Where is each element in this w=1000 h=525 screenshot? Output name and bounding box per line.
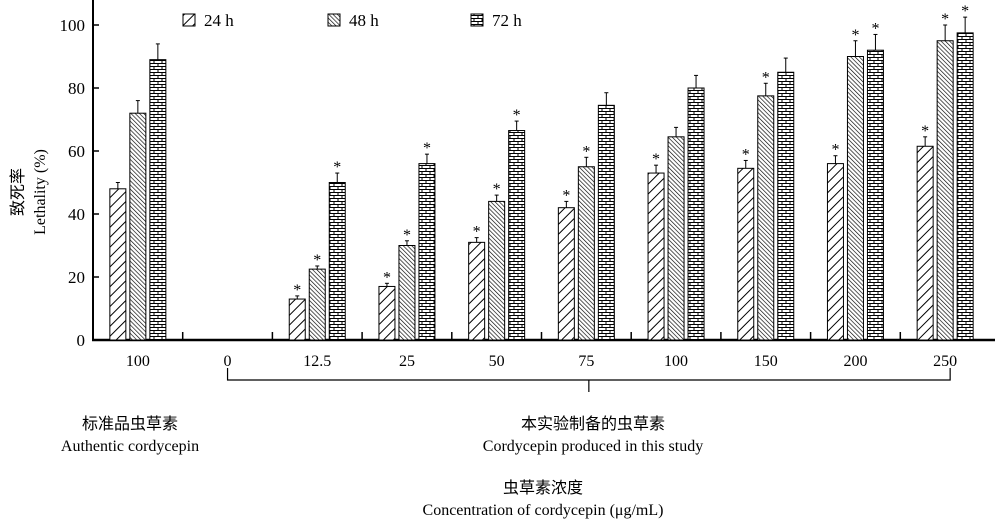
x-tick-label: 25 bbox=[399, 353, 415, 370]
y-tick-label: 20 bbox=[68, 268, 85, 287]
legend-label-1: 48 h bbox=[349, 11, 379, 30]
x-tick-label: 100 bbox=[664, 353, 688, 370]
bar-72h-75 bbox=[597, 104, 615, 341]
significance-marker: * bbox=[562, 187, 570, 204]
group-label-authentic: 标准品虫草素 Authentic cordycepin bbox=[20, 414, 240, 458]
bar-24h-250 bbox=[916, 145, 934, 341]
bar-72h-250 bbox=[956, 32, 974, 341]
x-tick-label: 12.5 bbox=[303, 353, 331, 370]
bar-24h-200 bbox=[826, 163, 844, 341]
significance-marker: * bbox=[582, 143, 590, 160]
y-tick-label: 80 bbox=[68, 79, 85, 98]
bar-24h-150 bbox=[737, 167, 755, 341]
significance-marker: * bbox=[742, 146, 750, 163]
y-tick-label: 100 bbox=[60, 16, 86, 35]
group-label-produced-cn: 本实验制备的虫草素 bbox=[520, 416, 665, 433]
x-axis-label: 虫草素浓度 Concentration of cordycepin (μg/mL… bbox=[393, 478, 693, 522]
legend-swatch-2 bbox=[470, 13, 484, 27]
legend-swatch-1 bbox=[327, 13, 341, 27]
significance-marker: * bbox=[961, 3, 969, 20]
bar-72h-200 bbox=[866, 49, 884, 341]
bar-24h-100 bbox=[647, 172, 665, 341]
significance-marker: * bbox=[473, 224, 481, 241]
significance-marker: * bbox=[403, 227, 411, 244]
significance-marker: * bbox=[851, 27, 859, 44]
significance-marker: * bbox=[762, 69, 770, 86]
bar-24h-75 bbox=[557, 207, 575, 341]
significance-marker: * bbox=[493, 181, 501, 198]
significance-marker: * bbox=[423, 140, 431, 157]
x-tick-label: 250 bbox=[933, 353, 957, 370]
bar-24h-12.5 bbox=[288, 298, 306, 341]
y-tick-label: 0 bbox=[77, 331, 86, 350]
bar-48h-12.5 bbox=[308, 268, 326, 341]
bar-48h-75 bbox=[577, 166, 595, 341]
x-tick-label: 0 bbox=[224, 353, 232, 370]
significance-marker: * bbox=[652, 151, 660, 168]
significance-marker: * bbox=[831, 142, 839, 159]
x-tick-label: 50 bbox=[489, 353, 505, 370]
group-label-produced: 本实验制备的虫草素 Cordycepin produced in this st… bbox=[443, 414, 743, 458]
bar-48h-250 bbox=[936, 40, 954, 341]
bar-72h-150 bbox=[777, 71, 795, 341]
bar-48h-200 bbox=[846, 56, 864, 341]
bar-24h-25 bbox=[378, 285, 396, 341]
bar-72h-50 bbox=[508, 130, 526, 341]
significance-marker: * bbox=[941, 11, 949, 28]
group-label-authentic-cn: 标准品虫草素 bbox=[81, 416, 178, 433]
significance-marker: * bbox=[293, 282, 301, 299]
bar-48h-100 bbox=[129, 112, 147, 341]
legend-swatch-0 bbox=[182, 13, 196, 27]
y-tick-label: 60 bbox=[68, 142, 85, 161]
significance-marker: * bbox=[383, 269, 391, 286]
y-tick-label: 40 bbox=[68, 205, 85, 224]
bar-24h-50 bbox=[468, 241, 486, 341]
group-bracket bbox=[226, 368, 951, 392]
bar-72h-25 bbox=[418, 163, 436, 341]
significance-marker: * bbox=[313, 252, 321, 269]
legend-label-0: 24 h bbox=[204, 11, 234, 30]
x-tick-label: 75 bbox=[578, 353, 594, 370]
y-axis-label: 致死率 Lethality (%) bbox=[8, 92, 52, 292]
y-axis-label-cn: 致死率 bbox=[10, 168, 27, 217]
significance-marker: * bbox=[333, 159, 341, 176]
significance-marker: * bbox=[921, 123, 929, 140]
bar-24h-100 bbox=[109, 188, 127, 341]
bar-72h-100 bbox=[149, 59, 167, 341]
x-tick-label: 150 bbox=[754, 353, 778, 370]
significance-marker: * bbox=[871, 20, 879, 37]
bar-48h-50 bbox=[488, 200, 506, 341]
x-axis-label-cn: 虫草素浓度 bbox=[502, 480, 583, 497]
group-label-authentic-en: Authentic cordycepin bbox=[60, 438, 200, 455]
x-tick-label: 100 bbox=[126, 353, 150, 370]
bar-72h-12.5 bbox=[328, 182, 346, 341]
significance-marker: * bbox=[513, 107, 521, 124]
bar-48h-100 bbox=[667, 136, 685, 341]
bar-48h-25 bbox=[398, 245, 416, 341]
x-tick-label: 200 bbox=[843, 353, 867, 370]
group-label-produced-en: Cordycepin produced in this study bbox=[482, 438, 704, 455]
bar-72h-100 bbox=[687, 87, 705, 341]
legend-label-2: 72 h bbox=[492, 11, 522, 30]
y-axis-label-en: Lethality (%) bbox=[32, 149, 49, 235]
bar-48h-150 bbox=[757, 95, 775, 341]
x-axis-label-en: Concentration of cordycepin (μg/mL) bbox=[422, 502, 664, 519]
